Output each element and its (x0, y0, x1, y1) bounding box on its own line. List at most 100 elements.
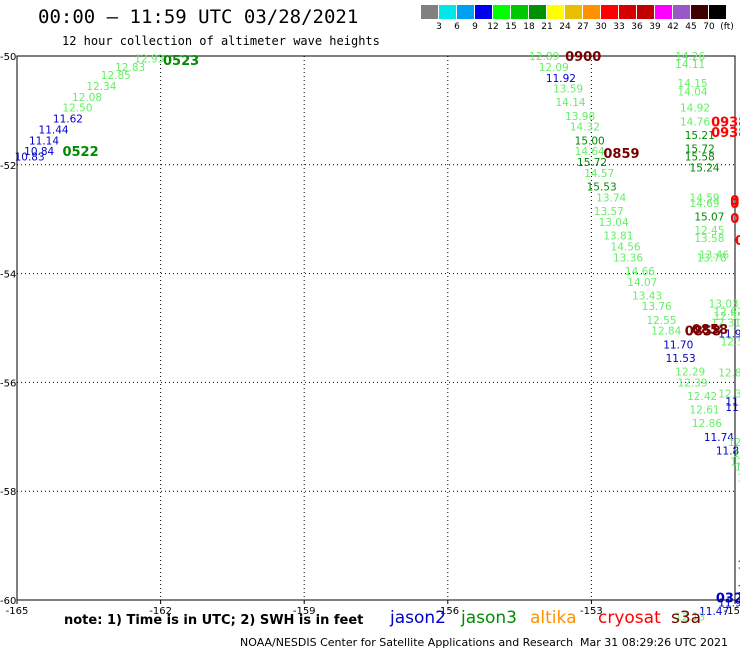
colorbar-swatch (619, 5, 636, 19)
pass-time-label: 0938 (730, 197, 740, 212)
lon-tick-label: -159 (293, 606, 316, 617)
swh-observation: 12.13 (675, 611, 705, 623)
swh-observation: 14.92 (680, 103, 710, 115)
swh-observation: 13.57 (594, 206, 624, 218)
colorbar-swatch (457, 5, 474, 19)
legend-altika: altika (530, 608, 577, 628)
colorbar-label: 3 (436, 22, 442, 32)
swh-observation: 12.09 (539, 62, 569, 74)
swh-observation: 11.92 (546, 73, 576, 85)
pass-time-label: 0858 (685, 325, 721, 340)
colorbar-swatch (709, 5, 726, 19)
pass-time-label: 0938 (730, 194, 740, 209)
swh-observation: 14.69 (690, 198, 720, 210)
swh-observation: 11.74 (704, 432, 734, 444)
colorbar-label: 27 (577, 22, 589, 32)
colorbar-label: 9 (472, 22, 478, 32)
swh-observation: 14.56 (611, 241, 641, 253)
swh-observation: 14.76 (680, 116, 710, 128)
swh-observation: 12.55 (646, 315, 676, 327)
colorbar-label: 21 (541, 22, 553, 32)
page-title: 00:00 – 11:59 UTC 03/28/2021 (38, 6, 359, 28)
swh-observation: 12.80 (728, 437, 740, 449)
colorbar-label: 30 (595, 22, 607, 32)
swh-observation: 11.85 (737, 560, 740, 572)
pass-time-label: 0938 (711, 126, 740, 141)
swh-observation: 15.53 (587, 182, 617, 194)
swh-observation: 13.43 (632, 290, 662, 302)
legend-jason3: jason3 (461, 608, 517, 628)
swh-observation: 15.72 (577, 157, 607, 169)
units-note: note: 1) Time is in UTC; 2) SWH is in fe… (64, 613, 364, 628)
pass-time-label: 0938 (730, 212, 740, 227)
swh-observation: 12.76 (730, 456, 740, 468)
legend-jason2: jason2 (390, 608, 446, 628)
swh-observation: 12.31 (711, 318, 740, 330)
colorbar-label: 39 (649, 22, 661, 32)
lon-tick-label: -153 (580, 606, 603, 617)
swh-observation: 15.07 (694, 211, 724, 223)
swh-observation: 14.07 (627, 277, 657, 289)
swh-observation: 12.84 (651, 326, 681, 338)
map-axis-ticks: -165 -162 -159 -156 -153 -150 -50 -52 -54 -56 -58 -… (0, 52, 740, 617)
colorbar-label: 45 (685, 22, 697, 32)
colorbar-label: 24 (559, 22, 571, 32)
lat-tick-label: -58 (0, 487, 16, 498)
colorbar-label: 6 (454, 22, 460, 32)
lat-tick-label: -50 (0, 52, 16, 63)
colorbar-swatch (637, 5, 654, 19)
swh-observation: 12.31 (718, 388, 740, 400)
colorbar-label: 15 (505, 22, 517, 32)
swh-observation: 12.70 (735, 462, 740, 474)
colorbar-swatch (421, 5, 438, 19)
swh-observation: 13.74 (596, 192, 626, 204)
pass-time-label: 0938 (735, 234, 740, 249)
lon-tick-label: -162 (149, 606, 172, 617)
swh-observation: 13.98 (565, 111, 595, 123)
swh-observation: 12.93 (134, 54, 164, 66)
swh-observation: 11.53 (666, 353, 696, 365)
swh-observation: 12.87 (718, 368, 740, 380)
swh-observation: 11.9 (737, 584, 740, 596)
swh-observation: 14.15 (678, 78, 708, 90)
map-frame (16, 55, 736, 601)
swh-observation: 11.83 (725, 396, 740, 408)
pass-time-label: 0938 (711, 115, 740, 130)
colorbar-swatch (493, 5, 510, 19)
swh-observation: 13.76 (642, 301, 672, 313)
swh-observation: 14.59 (690, 192, 720, 204)
swh-observation: 12.33 (737, 473, 740, 485)
swh-observation: 14.57 (584, 168, 614, 180)
pass-time-labels: 0523052209000859085809380938093809380938… (62, 50, 740, 606)
swh-observation: 15.21 (685, 130, 715, 142)
swh-observation: 12.08 (72, 92, 102, 104)
colorbar-swatch (439, 5, 456, 19)
colorbar-label: 42 (667, 22, 679, 32)
colorbar-label: (ft) (720, 22, 734, 32)
swh-observation: 12.54 (721, 337, 740, 349)
swh-observation: 12.50 (62, 103, 92, 115)
swh-observation: 11.14 (29, 135, 59, 147)
colorbar-swatch (565, 5, 582, 19)
swh-observation: 11.47 (699, 606, 729, 618)
swh-observation: 12.42 (687, 391, 717, 403)
colorbar-swatch (547, 5, 564, 19)
swh-observation: 11.52 (725, 402, 740, 414)
credit-line: NOAA/NESDIS Center for Satellite Applica… (240, 636, 574, 649)
swh-observation: 12.89 (529, 51, 559, 63)
swh-observation: 11.62 (53, 114, 83, 126)
swh-observation: 11.96 (718, 598, 740, 610)
altimeter-observations: 12.9312.8312.8512.3412.0812.5011.6211.44… (15, 51, 740, 623)
generation-timestamp: Mar 31 08:29:26 UTC 2021 (580, 636, 728, 649)
swh-observation: 14.32 (570, 122, 600, 134)
lon-tick-label: -150 (724, 606, 740, 617)
swh-observation: 12.83 (115, 62, 145, 74)
swh-observation: 15.58 (685, 152, 715, 164)
swh-observation: 12.55 (713, 311, 740, 323)
pass-time-label: 0325 (716, 591, 740, 606)
swh-observation: 14.14 (556, 97, 586, 109)
swh-observation: 12.85 (101, 70, 131, 82)
swh-observation: 10.83 (15, 152, 45, 164)
